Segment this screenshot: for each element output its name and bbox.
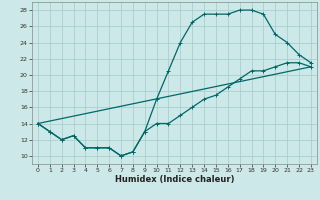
X-axis label: Humidex (Indice chaleur): Humidex (Indice chaleur) (115, 175, 234, 184)
